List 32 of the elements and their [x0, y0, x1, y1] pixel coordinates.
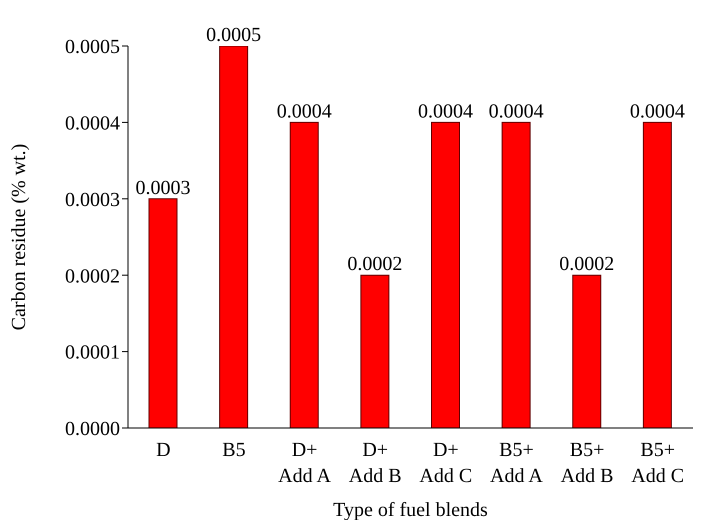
y-tick-label: 0.0005	[65, 36, 120, 58]
bar	[219, 46, 248, 428]
x-tick-label: D+ Add B	[348, 439, 402, 487]
data-label: 0.0005	[206, 24, 262, 46]
y-tick-label: 0.0000	[65, 418, 120, 440]
bar	[290, 122, 319, 428]
x-tick-label: B5+ Add C	[631, 439, 684, 487]
x-tick-label: B5	[222, 439, 246, 461]
bar	[431, 122, 460, 428]
data-label: 0.0004	[630, 100, 685, 122]
y-tick-label: 0.0003	[65, 188, 120, 211]
data-label: 0.0004	[488, 100, 544, 122]
y-axis-title: Carbon residue (% wt.)	[8, 144, 30, 330]
x-tick-label: B5+ Add B	[560, 439, 614, 487]
x-tick-label: D+ Add A	[278, 439, 332, 487]
bar	[148, 198, 178, 428]
x-tick-label: D+ Add C	[419, 439, 472, 487]
data-label: 0.0004	[418, 100, 473, 122]
y-tick-label: 0.0002	[65, 265, 120, 288]
y-tick-label: 0.0004	[65, 112, 120, 134]
bar	[502, 122, 531, 428]
x-axis-title: Type of fuel blends	[333, 499, 488, 521]
data-label: 0.0003	[136, 176, 190, 199]
y-tick-label: 0.0001	[65, 342, 120, 364]
bar	[360, 274, 390, 428]
data-label: 0.0002	[559, 253, 614, 276]
x-tick-label: B5+ Add A	[490, 439, 544, 487]
bar	[572, 274, 602, 428]
data-label: 0.0004	[276, 100, 332, 122]
bar	[642, 122, 672, 428]
x-tick-label: D	[156, 439, 171, 461]
data-label: 0.0002	[347, 253, 402, 276]
